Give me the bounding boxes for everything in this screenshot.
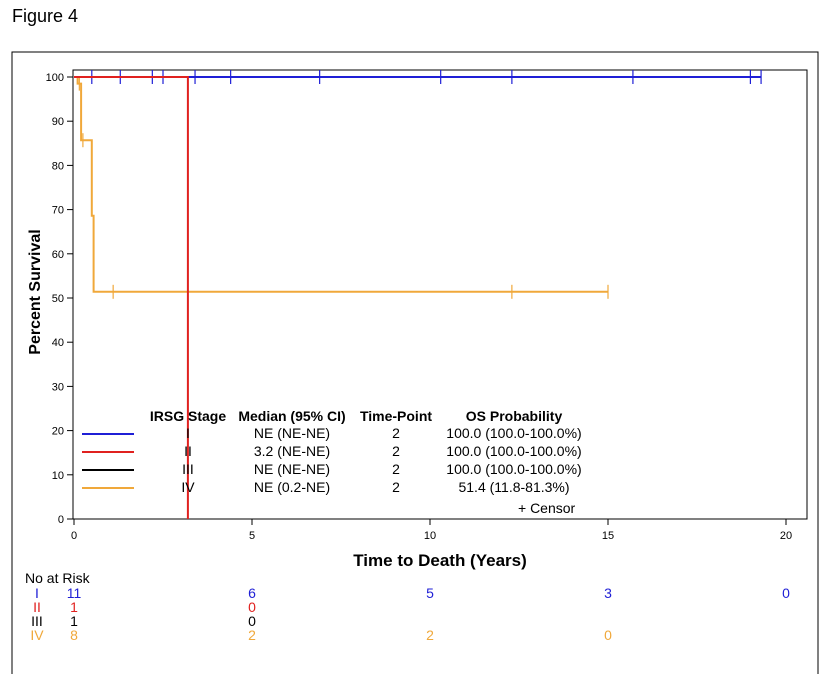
risk-count-stage-I: 6	[248, 585, 256, 601]
risk-count-stage-I: 5	[426, 585, 434, 601]
x-tick-label: 5	[249, 530, 255, 542]
risk-row-label-stage-II: II	[33, 599, 41, 615]
legend-timepoint: 2	[392, 461, 400, 477]
y-tick-label: 0	[58, 514, 64, 526]
legend-os-probability: 100.0 (100.0-100.0%)	[446, 443, 581, 459]
y-tick-label: 100	[46, 72, 64, 84]
risk-row-label-stage-IV: IV	[30, 627, 44, 643]
plot-area: 0 10 20 30 40 50 60 70 80 90 100 0 5 10 15 20	[46, 69, 808, 542]
legend-stage: III	[182, 461, 194, 477]
legend-os-probability: 100.0 (100.0-100.0%)	[446, 461, 581, 477]
legend-header: Time-Point	[360, 408, 432, 424]
y-tick-label: 10	[52, 470, 64, 482]
series-line-stage-IV	[74, 76, 608, 293]
legend-timepoint: 2	[392, 479, 400, 495]
risk-count-stage-I: 0	[782, 585, 790, 601]
legend-median: NE (NE-NE)	[254, 461, 330, 477]
risk-row-label-stage-III: III	[31, 613, 43, 629]
y-tick-label: 50	[52, 293, 64, 305]
series-line-stage-II	[74, 76, 189, 519]
risk-count-stage-IV: 2	[248, 627, 256, 643]
plot-frame	[72, 69, 808, 520]
y-tick-label: 20	[52, 426, 64, 438]
legend-header: Median (95% CI)	[238, 408, 345, 424]
legend-timepoint: 2	[392, 443, 400, 459]
legend-censor-label: + Censor	[518, 500, 576, 516]
legend-os-probability: 51.4 (11.8-81.3%)	[458, 479, 569, 495]
figure-frame	[11, 51, 819, 674]
y-tick-label: 90	[52, 116, 64, 128]
x-axis-title: Time to Death (Years)	[353, 551, 527, 570]
risk-table-title: No at Risk	[25, 570, 91, 586]
legend-stage: IV	[181, 479, 195, 495]
risk-count-stage-III: 1	[70, 613, 78, 629]
legend: IRSG Stage Median (95% CI) Time-Point OS Pr…	[82, 408, 582, 516]
y-axis-title: Percent Survival	[27, 229, 44, 354]
x-tick-label: 10	[424, 530, 436, 542]
risk-count-stage-IV: 2	[426, 627, 434, 643]
x-tick-label: 0	[71, 530, 77, 542]
y-tick-label: 80	[52, 160, 64, 172]
risk-row-label-stage-I: I	[35, 585, 39, 601]
y-tick-label: 60	[52, 249, 64, 261]
legend-header: IRSG Stage	[150, 408, 226, 424]
risk-count-stage-IV: 8	[70, 627, 78, 643]
legend-stage: I	[186, 425, 190, 441]
legend-header: OS Probability	[466, 408, 563, 424]
y-tick-label: 70	[52, 205, 64, 217]
figure-title: Figure 4	[12, 6, 79, 26]
legend-stage: II	[184, 443, 192, 459]
legend-median: NE (NE-NE)	[254, 425, 330, 441]
y-tick-label: 30	[52, 381, 64, 393]
y-tick-label: 40	[52, 337, 64, 349]
risk-count-stage-IV: 0	[604, 627, 612, 643]
risk-count-stage-I: 3	[604, 585, 612, 601]
legend-median: NE (0.2-NE)	[254, 479, 330, 495]
legend-median: 3.2 (NE-NE)	[254, 443, 330, 459]
risk-count-stage-II: 0	[248, 599, 256, 615]
x-tick-label: 15	[602, 530, 614, 542]
risk-count-stage-II: 1	[70, 599, 78, 615]
risk-count-stage-I: 11	[67, 585, 82, 601]
x-tick-label: 20	[780, 530, 792, 542]
legend-timepoint: 2	[392, 425, 400, 441]
risk-count-stage-III: 0	[248, 613, 256, 629]
legend-os-probability: 100.0 (100.0-100.0%)	[446, 425, 581, 441]
